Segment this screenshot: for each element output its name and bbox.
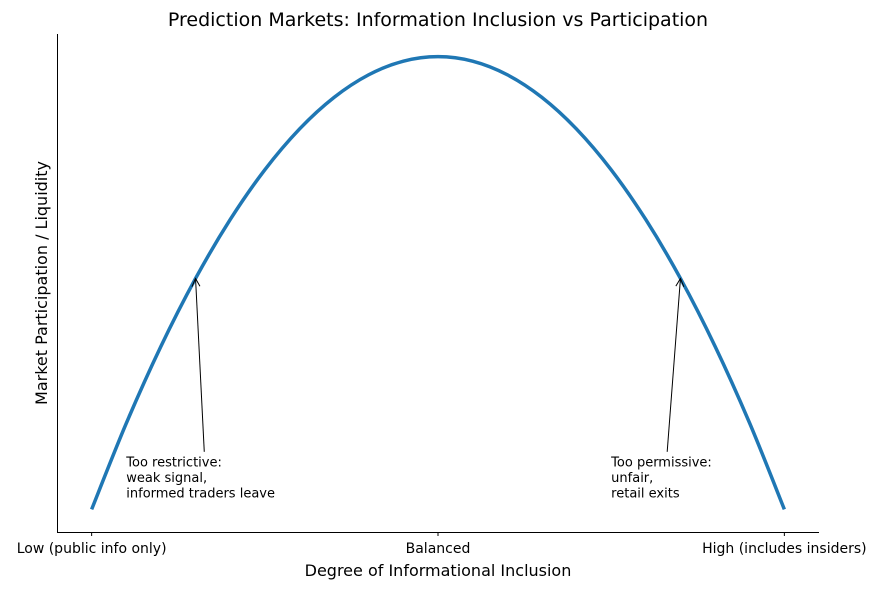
annotation-text: Too permissive: unfair, retail exits [610,455,712,501]
x-ticks: Low (public info only) Balanced High (incl… [17,532,867,557]
annotation-0: Too restrictive: weak signal, informed tra… [125,278,275,501]
x-tick-label: High (includes insiders) [702,541,867,557]
annotation-line: retail exits [611,486,680,501]
annotation-arrow [196,278,205,452]
annotation-text: Too restrictive: weak signal, informed tra… [125,455,275,501]
x-tick-label: Low (public info only) [17,541,167,557]
x-axis-label: Degree of Informational Inclusion [305,561,572,580]
annotation-line: Too restrictive: [125,455,222,470]
annotation-arrow [666,278,680,452]
annotation-line: Too permissive: [610,455,712,470]
annotation-line: weak signal, [126,471,207,486]
annotation-line: unfair, [611,471,653,486]
x-tick-label: Balanced [406,541,471,557]
annotation-1: Too permissive: unfair, retail exits [610,278,712,501]
annotation-line: informed traders leave [126,486,275,501]
y-axis-label: Market Participation / Liquidity [32,161,51,405]
plot-area: Too restrictive: weak signal, informed tra… [90,54,786,511]
chart-title: Prediction Markets: Information Inclusio… [168,9,708,31]
